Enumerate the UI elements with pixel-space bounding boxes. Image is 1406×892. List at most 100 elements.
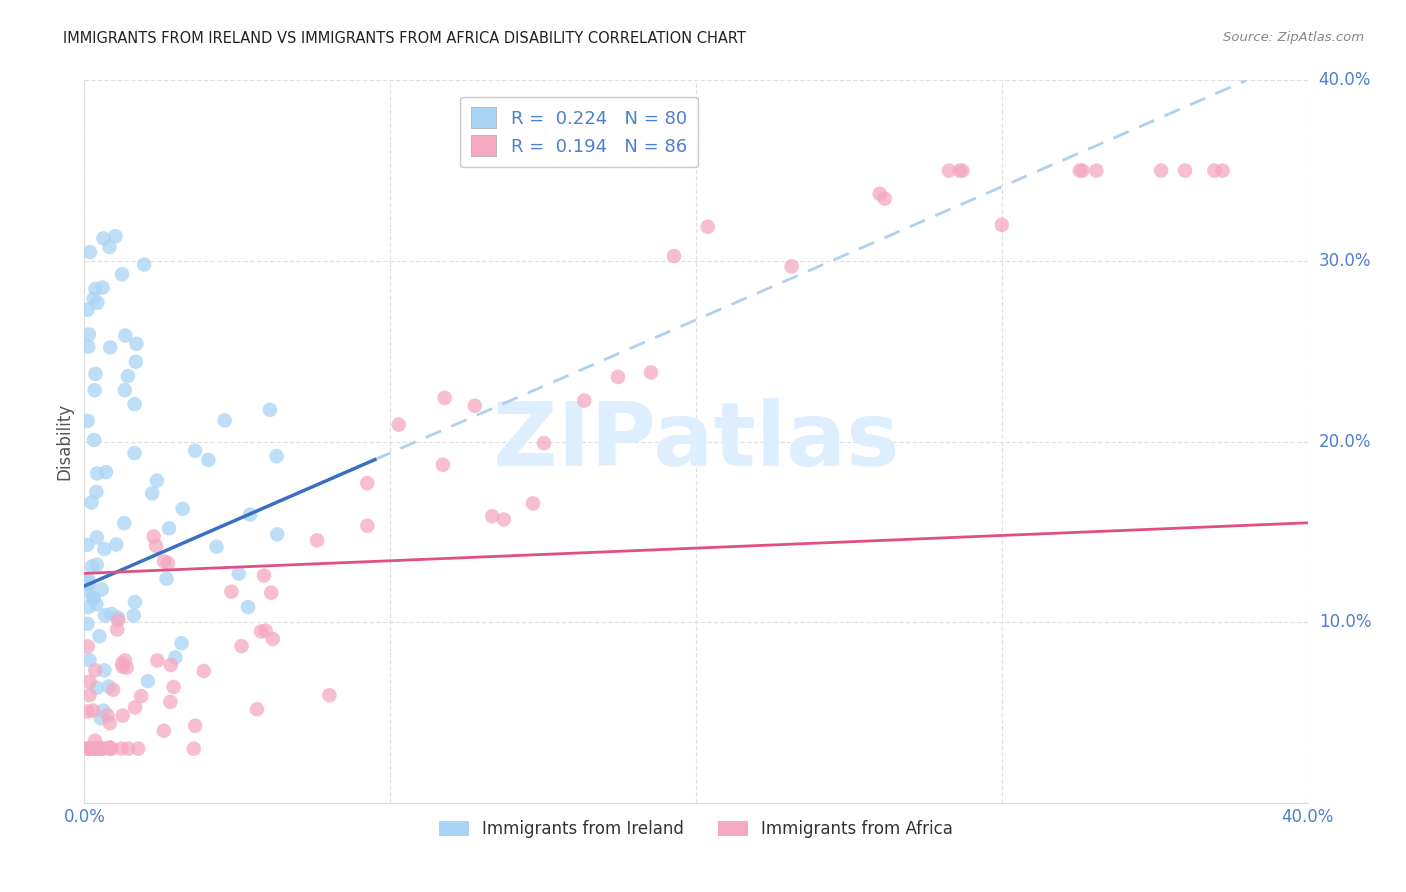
Point — [228, 566, 250, 581]
Point — [76, 616, 98, 631]
Point — [94, 608, 117, 623]
Point — [991, 218, 1014, 232]
Point — [107, 613, 129, 627]
Point — [104, 229, 127, 244]
Point — [91, 280, 114, 294]
Point — [76, 582, 98, 597]
Point — [86, 741, 108, 756]
Point — [77, 340, 100, 354]
Point — [214, 413, 236, 427]
Point — [79, 653, 101, 667]
Point — [160, 658, 183, 673]
Point — [522, 496, 544, 510]
Point — [100, 741, 122, 756]
Point — [388, 417, 411, 432]
Point — [193, 664, 215, 678]
Point — [76, 302, 98, 317]
Legend: Immigrants from Ireland, Immigrants from Africa: Immigrants from Ireland, Immigrants from… — [433, 814, 959, 845]
Point — [172, 501, 194, 516]
Point — [1071, 163, 1094, 178]
Point — [122, 608, 145, 623]
Point — [86, 484, 108, 499]
Point — [114, 328, 136, 343]
Point — [250, 624, 273, 639]
Point — [77, 741, 100, 756]
Point — [780, 260, 803, 274]
Point — [266, 449, 288, 463]
Point — [115, 660, 138, 674]
Point — [98, 341, 121, 355]
Point — [79, 688, 101, 702]
Point — [259, 402, 281, 417]
Point — [89, 629, 111, 643]
Point — [125, 355, 148, 369]
Point — [1174, 163, 1197, 178]
Text: 10.0%: 10.0% — [1319, 613, 1371, 632]
Point — [170, 636, 193, 650]
Point — [98, 741, 121, 756]
Point — [96, 708, 118, 723]
Point — [432, 458, 454, 472]
Point — [97, 680, 120, 694]
Point — [254, 624, 277, 638]
Point — [86, 558, 108, 572]
Point — [114, 383, 136, 397]
Point — [1069, 163, 1091, 178]
Point — [184, 719, 207, 733]
Point — [98, 716, 121, 731]
Point — [111, 657, 134, 671]
Point — [124, 595, 146, 609]
Point — [1150, 163, 1173, 178]
Point — [262, 632, 284, 646]
Point — [127, 741, 149, 756]
Point — [492, 512, 515, 526]
Point — [146, 653, 169, 667]
Point — [79, 245, 101, 260]
Point — [231, 639, 253, 653]
Point — [101, 682, 124, 697]
Point — [86, 467, 108, 481]
Point — [100, 607, 122, 621]
Point — [111, 708, 134, 723]
Point — [253, 568, 276, 582]
Point — [129, 689, 152, 703]
Point — [205, 540, 228, 554]
Point — [86, 295, 108, 310]
Point — [1212, 163, 1234, 178]
Point — [159, 695, 181, 709]
Text: 20.0%: 20.0% — [1319, 433, 1371, 450]
Point — [86, 681, 108, 695]
Point — [124, 446, 146, 460]
Point — [86, 597, 108, 611]
Text: ZIPatlas: ZIPatlas — [494, 398, 898, 485]
Point — [640, 366, 662, 380]
Point — [153, 723, 176, 738]
Point — [76, 705, 98, 719]
Point — [86, 530, 108, 544]
Point — [938, 163, 960, 178]
Point — [114, 653, 136, 667]
Point — [145, 539, 167, 553]
Point — [533, 436, 555, 450]
Point — [356, 518, 378, 533]
Point — [111, 267, 134, 281]
Point — [481, 509, 503, 524]
Point — [197, 453, 219, 467]
Point — [84, 733, 107, 747]
Point — [266, 527, 288, 541]
Point — [90, 741, 112, 756]
Point — [77, 600, 100, 615]
Point — [83, 591, 105, 605]
Point — [80, 559, 103, 574]
Point — [93, 664, 115, 678]
Point — [79, 674, 101, 689]
Point — [184, 443, 207, 458]
Point — [433, 391, 456, 405]
Point — [146, 474, 169, 488]
Point — [141, 486, 163, 500]
Point — [869, 186, 891, 201]
Point — [98, 240, 121, 254]
Point — [82, 704, 104, 718]
Point — [105, 538, 128, 552]
Point — [77, 327, 100, 342]
